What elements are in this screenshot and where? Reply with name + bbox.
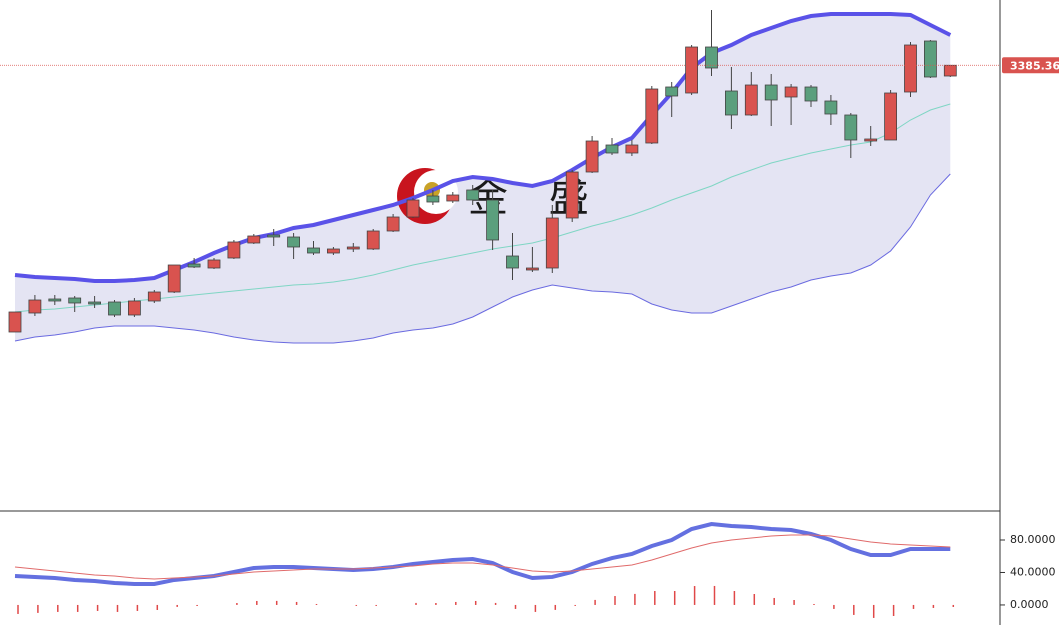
candle-body: [625, 144, 639, 154]
candle-body: [167, 264, 181, 293]
candle-body: [804, 86, 818, 102]
candle-body: [864, 138, 878, 142]
candle-body: [725, 90, 738, 116]
candle-body: [187, 263, 201, 268]
candle-body: [307, 247, 320, 254]
candle-body: [127, 300, 141, 316]
candle-body: [346, 246, 360, 250]
candle-body: [764, 84, 778, 101]
candle-body: [466, 189, 480, 201]
candle-body: [784, 86, 798, 98]
candle-body: [68, 297, 82, 304]
candle-body: [88, 301, 101, 305]
candle-body: [28, 299, 42, 314]
candle-body: [247, 235, 261, 244]
candle-body: [705, 46, 718, 69]
candle-body: [267, 234, 281, 238]
candle-body: [108, 301, 121, 316]
y-tick-label: 80.0000: [1010, 533, 1056, 546]
candle-body: [744, 84, 758, 116]
candle-body: [685, 46, 698, 94]
last-price-box: [1002, 57, 1059, 74]
candle-body: [386, 216, 400, 232]
candle-body: [147, 291, 161, 302]
candle-body: [287, 236, 301, 248]
line-series: [14, 521, 951, 587]
candle-body: [605, 144, 619, 154]
candle-body: [844, 114, 858, 141]
candle-body: [824, 100, 838, 115]
candle-body: [884, 92, 897, 141]
candle-body: [665, 86, 679, 97]
candle-body: [943, 64, 957, 77]
line-series: [14, 534, 951, 580]
candle-body: [486, 199, 500, 241]
candle-body: [645, 88, 659, 144]
candle-body: [48, 298, 62, 302]
candle-body: [366, 230, 380, 250]
candle-body: [227, 241, 241, 259]
candle-body: [526, 267, 539, 271]
candle-body: [904, 44, 917, 93]
candle-body: [506, 255, 519, 269]
candle-body: [446, 194, 460, 202]
candle-body: [326, 248, 340, 254]
y-tick-label: 0.0000: [1010, 598, 1049, 611]
candle-body: [924, 40, 937, 78]
candle-body: [426, 195, 440, 203]
candle-body: [585, 140, 599, 173]
candle-body: [406, 199, 420, 218]
last-price-label: 3385.360: [1010, 59, 1059, 72]
line-series: [14, 173, 951, 344]
y-tick-label: 40.0000: [1010, 565, 1056, 578]
candle-body: [207, 259, 221, 269]
candle-body: [565, 171, 579, 219]
candle-body: [545, 217, 559, 269]
candle-body: [8, 311, 22, 333]
line-series: [14, 103, 951, 313]
